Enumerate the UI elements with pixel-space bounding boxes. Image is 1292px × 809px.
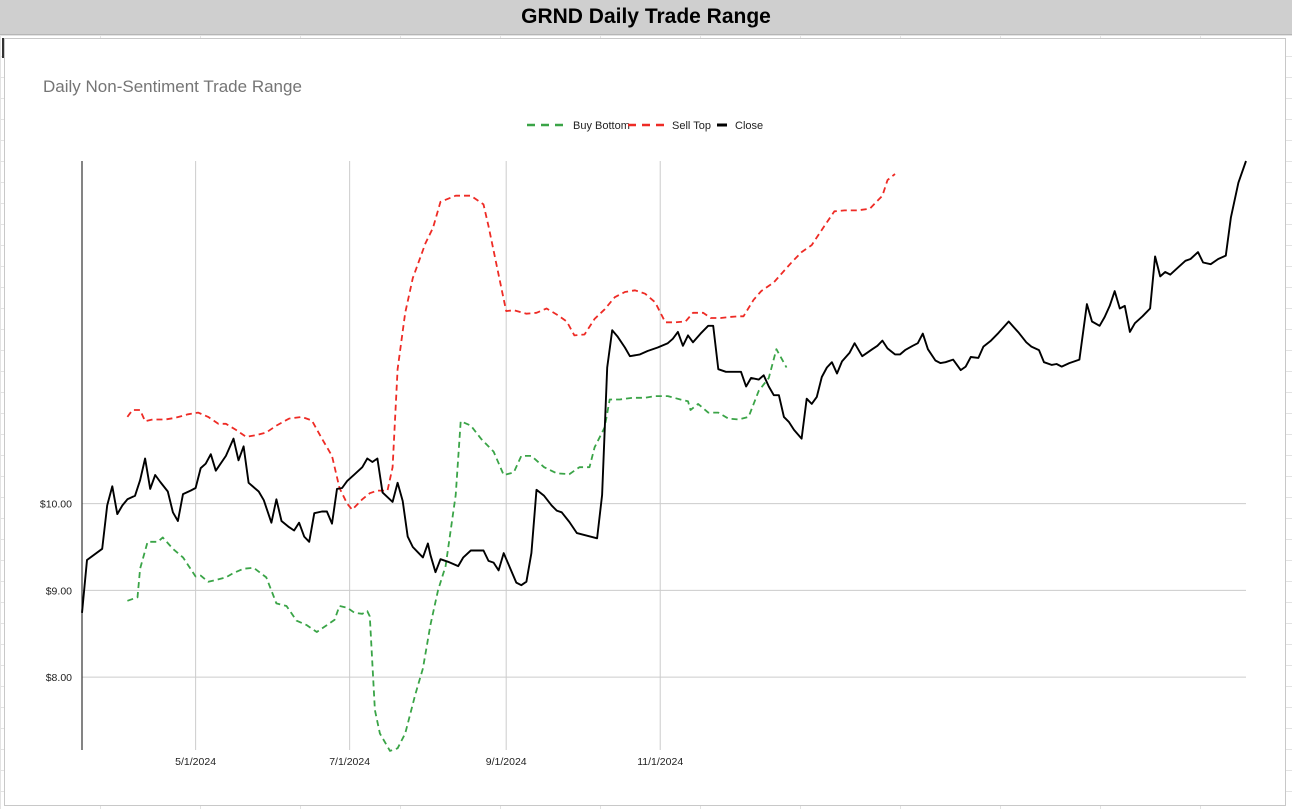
legend: Buy Bottom Sell Top Close [527,120,763,132]
legend-item-close[interactable]: Close [717,120,763,132]
legend-label-sell-top: Sell Top [672,120,711,132]
x-tick-label: 7/1/2024 [329,756,370,768]
chart-svg: Daily Non-Sentiment Trade Range Buy Bott… [40,77,1247,768]
series-line-sell-top[interactable] [126,173,896,511]
x-tick-label: 9/1/2024 [486,756,527,768]
legend-item-buy-bottom[interactable]: Buy Bottom [527,120,630,132]
tick-labels: $8.00 $9.00 $10.00 5/1/2024 7/1/2024 9/1/2024… [40,499,683,768]
chart-container[interactable]: Daily Non-Sentiment Trade Range Buy Bott… [4,38,1286,806]
legend-item-sell-top[interactable]: Sell Top [628,120,711,132]
y-tick-label: $8.00 [46,672,72,684]
chart-title: Daily Non-Sentiment Trade Range [43,77,302,96]
gridlines [81,161,1246,750]
x-tick-label: 5/1/2024 [175,756,216,768]
legend-label-buy-bottom: Buy Bottom [573,120,630,132]
series-line-buy-bottom[interactable] [127,348,788,752]
series-line-close[interactable] [81,160,1247,613]
title-banner: GRND Daily Trade Range [0,0,1292,35]
series-lines [81,160,1247,752]
y-tick-label: $10.00 [40,499,72,511]
page-title: GRND Daily Trade Range [521,5,771,28]
x-tick-label: 11/1/2024 [637,756,683,768]
y-tick-label: $9.00 [46,585,72,597]
legend-label-close: Close [735,120,763,132]
cell-cursor [2,38,4,58]
